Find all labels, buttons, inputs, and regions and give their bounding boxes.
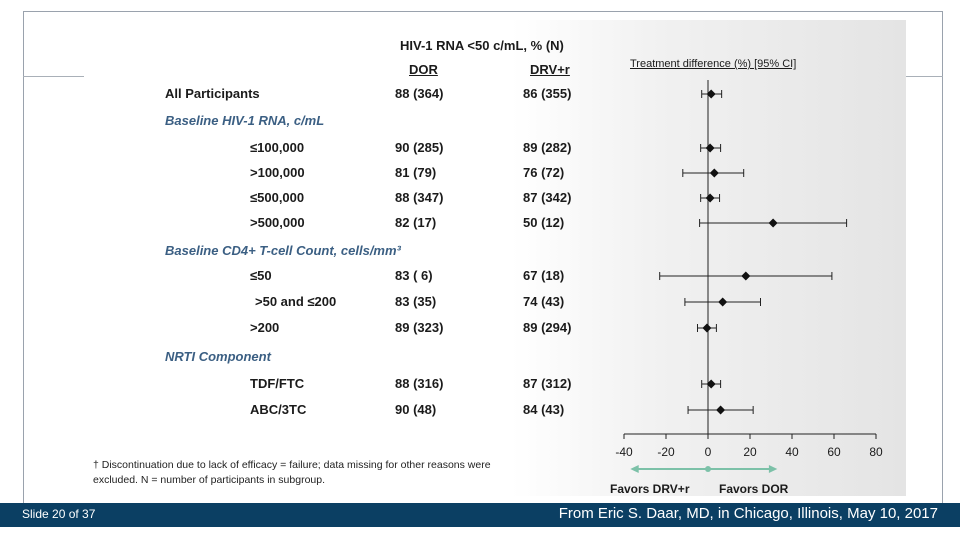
x-tick-label: -20 — [657, 445, 675, 459]
cell-dor: 88 (364) — [395, 86, 444, 101]
legend-favors-drv: Favors DRV+r — [610, 482, 690, 496]
row-label: All Participants — [165, 86, 260, 101]
row-label: ≤50 — [250, 268, 272, 283]
cell-drv: 76 (72) — [523, 165, 565, 180]
row-label: >500,000 — [250, 215, 305, 230]
footer-bar — [0, 503, 960, 527]
cell-drv: 89 (282) — [523, 140, 572, 155]
category-heading: Baseline HIV-1 RNA, c/mL — [165, 113, 325, 128]
cell-dor: 89 (323) — [395, 320, 444, 335]
footnote-line-1: † Discontinuation due to lack of efficac… — [93, 459, 491, 471]
x-tick-label: 80 — [869, 445, 883, 459]
point-estimate — [705, 193, 715, 203]
legend-arrow-left — [630, 465, 639, 473]
point-estimate — [741, 271, 751, 281]
cell-drv: 87 (312) — [523, 376, 572, 391]
point-estimate — [709, 168, 719, 178]
cell-dor: 90 (48) — [395, 402, 437, 417]
cell-drv: 50 (12) — [523, 215, 565, 230]
point-estimate — [705, 143, 715, 153]
title-rule-right — [905, 76, 943, 77]
cell-drv: 84 (43) — [523, 402, 565, 417]
x-tick-label: -40 — [615, 445, 633, 459]
cell-drv: 86 (355) — [523, 86, 572, 101]
cell-dor: 88 (316) — [395, 376, 444, 391]
x-tick-label: 40 — [785, 445, 799, 459]
slide-credit: From Eric S. Daar, MD, in Chicago, Illin… — [558, 505, 938, 522]
x-tick-label: 20 — [743, 445, 757, 459]
row-label: TDF/FTC — [250, 376, 305, 391]
footnote-line-2: excluded. N = number of participants in … — [93, 474, 326, 486]
legend-arrow-right — [768, 465, 778, 473]
category-heading: NRTI Component — [165, 349, 271, 364]
column-header-drv: DRV+r — [530, 62, 570, 77]
cell-dor: 83 ( 6) — [395, 268, 433, 283]
point-estimate — [702, 323, 712, 333]
row-label: ≤500,000 — [250, 190, 305, 205]
table-header-main: HIV-1 RNA <50 c/mL, % (N) — [400, 38, 564, 53]
cell-drv: 74 (43) — [523, 294, 565, 309]
point-estimate — [706, 89, 716, 99]
row-label: ≤100,000 — [250, 140, 305, 155]
cell-dor: 83 (35) — [395, 294, 437, 309]
category-heading: Baseline CD4+ T-cell Count, cells/mm³ — [165, 243, 401, 258]
forest-plot-title: Treatment difference (%) [95% CI] — [630, 58, 797, 70]
cell-drv: 67 (18) — [523, 268, 565, 283]
row-label: >100,000 — [250, 165, 305, 180]
x-tick-label: 60 — [827, 445, 841, 459]
point-estimate — [706, 379, 716, 389]
point-estimate — [768, 218, 778, 228]
cell-dor: 81 (79) — [395, 165, 437, 180]
cell-dor: 90 (285) — [395, 140, 444, 155]
point-estimate — [718, 297, 728, 307]
cell-drv: 87 (342) — [523, 190, 572, 205]
row-label: >200 — [250, 320, 280, 335]
point-estimate — [716, 405, 726, 415]
row-label: ABC/3TC — [250, 402, 307, 417]
slide-number: Slide 20 of 37 — [22, 507, 96, 521]
legend-favors-dor: Favors DOR — [719, 482, 789, 496]
cell-dor: 82 (17) — [395, 215, 437, 230]
figure-panel — [84, 20, 906, 496]
x-tick-label: 0 — [705, 445, 712, 459]
row-label: >50 and ≤200 — [255, 294, 337, 309]
title-rule-left — [23, 76, 85, 77]
legend-arrow-center — [705, 466, 711, 472]
cell-dor: 88 (347) — [395, 190, 444, 205]
cell-drv: 89 (294) — [523, 320, 572, 335]
column-header-dor: DOR — [409, 62, 438, 77]
